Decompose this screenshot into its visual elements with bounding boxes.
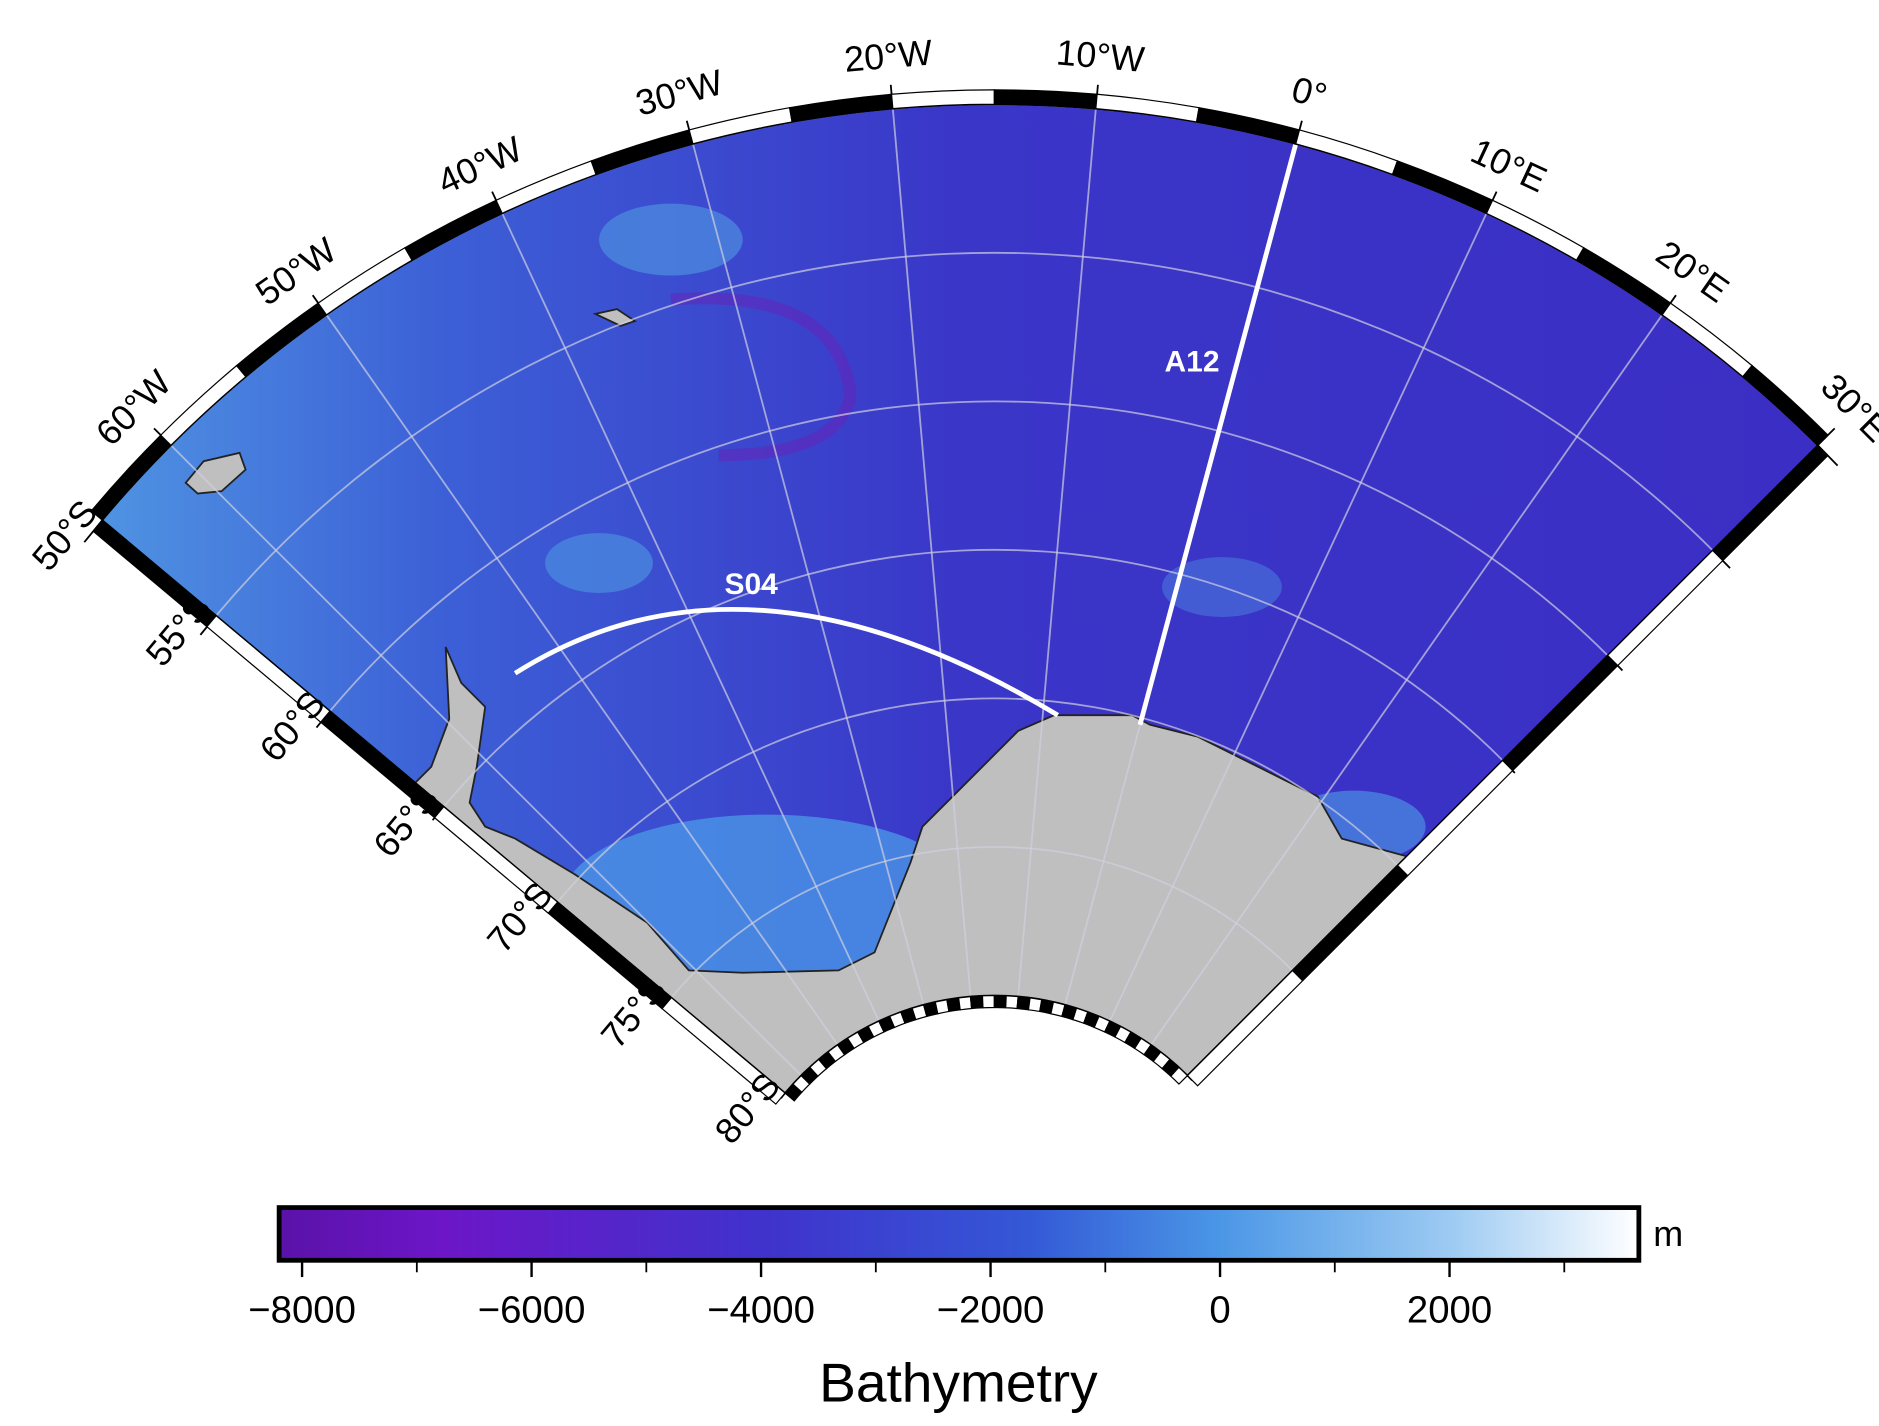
frame-band xyxy=(959,997,972,1010)
latitude-label: 50°S xyxy=(24,492,106,578)
colorbar-unit: m xyxy=(1653,1213,1683,1254)
frame-band xyxy=(1006,996,1018,1009)
colorbar-tick-label: −8000 xyxy=(248,1289,356,1332)
colorbar: m Bathymetry −8000 −6000 −4000 −2000 0 2000 xyxy=(248,1208,1683,1414)
frame-band xyxy=(970,996,982,1009)
longitude-label: 20°W xyxy=(842,31,934,80)
shelf xyxy=(599,204,743,276)
ocean-layer xyxy=(102,104,1817,1198)
colorbar-tick-label: 0 xyxy=(1209,1289,1230,1332)
section-label: A12 xyxy=(1165,345,1220,378)
frame-band xyxy=(982,996,994,1008)
colorbar-tick-label: −6000 xyxy=(478,1289,586,1332)
longitude-label: 10°W xyxy=(1055,31,1147,80)
colorbar-tick-label: −4000 xyxy=(707,1289,815,1332)
longitude-label: 10°E xyxy=(1465,130,1553,200)
map-figure: S04 A12 60°W50°W40°W30°W20°W10°W0°10°E20… xyxy=(0,0,1879,1421)
frame-band xyxy=(1017,997,1030,1010)
colorbar-ramp xyxy=(279,1208,1639,1261)
longitude-label: 40°W xyxy=(431,128,528,202)
section-label: S04 xyxy=(725,568,779,601)
colorbar-tick-label: −2000 xyxy=(937,1289,1045,1332)
colorbar-tick-label: 2000 xyxy=(1407,1289,1492,1332)
longitude-label: 30°W xyxy=(631,61,727,123)
frame-band xyxy=(994,996,1006,1008)
colorbar-title: Bathymetry xyxy=(819,1352,1098,1414)
frame-band xyxy=(947,998,960,1012)
shelf xyxy=(545,533,653,593)
longitude-label: 0° xyxy=(1288,68,1332,116)
